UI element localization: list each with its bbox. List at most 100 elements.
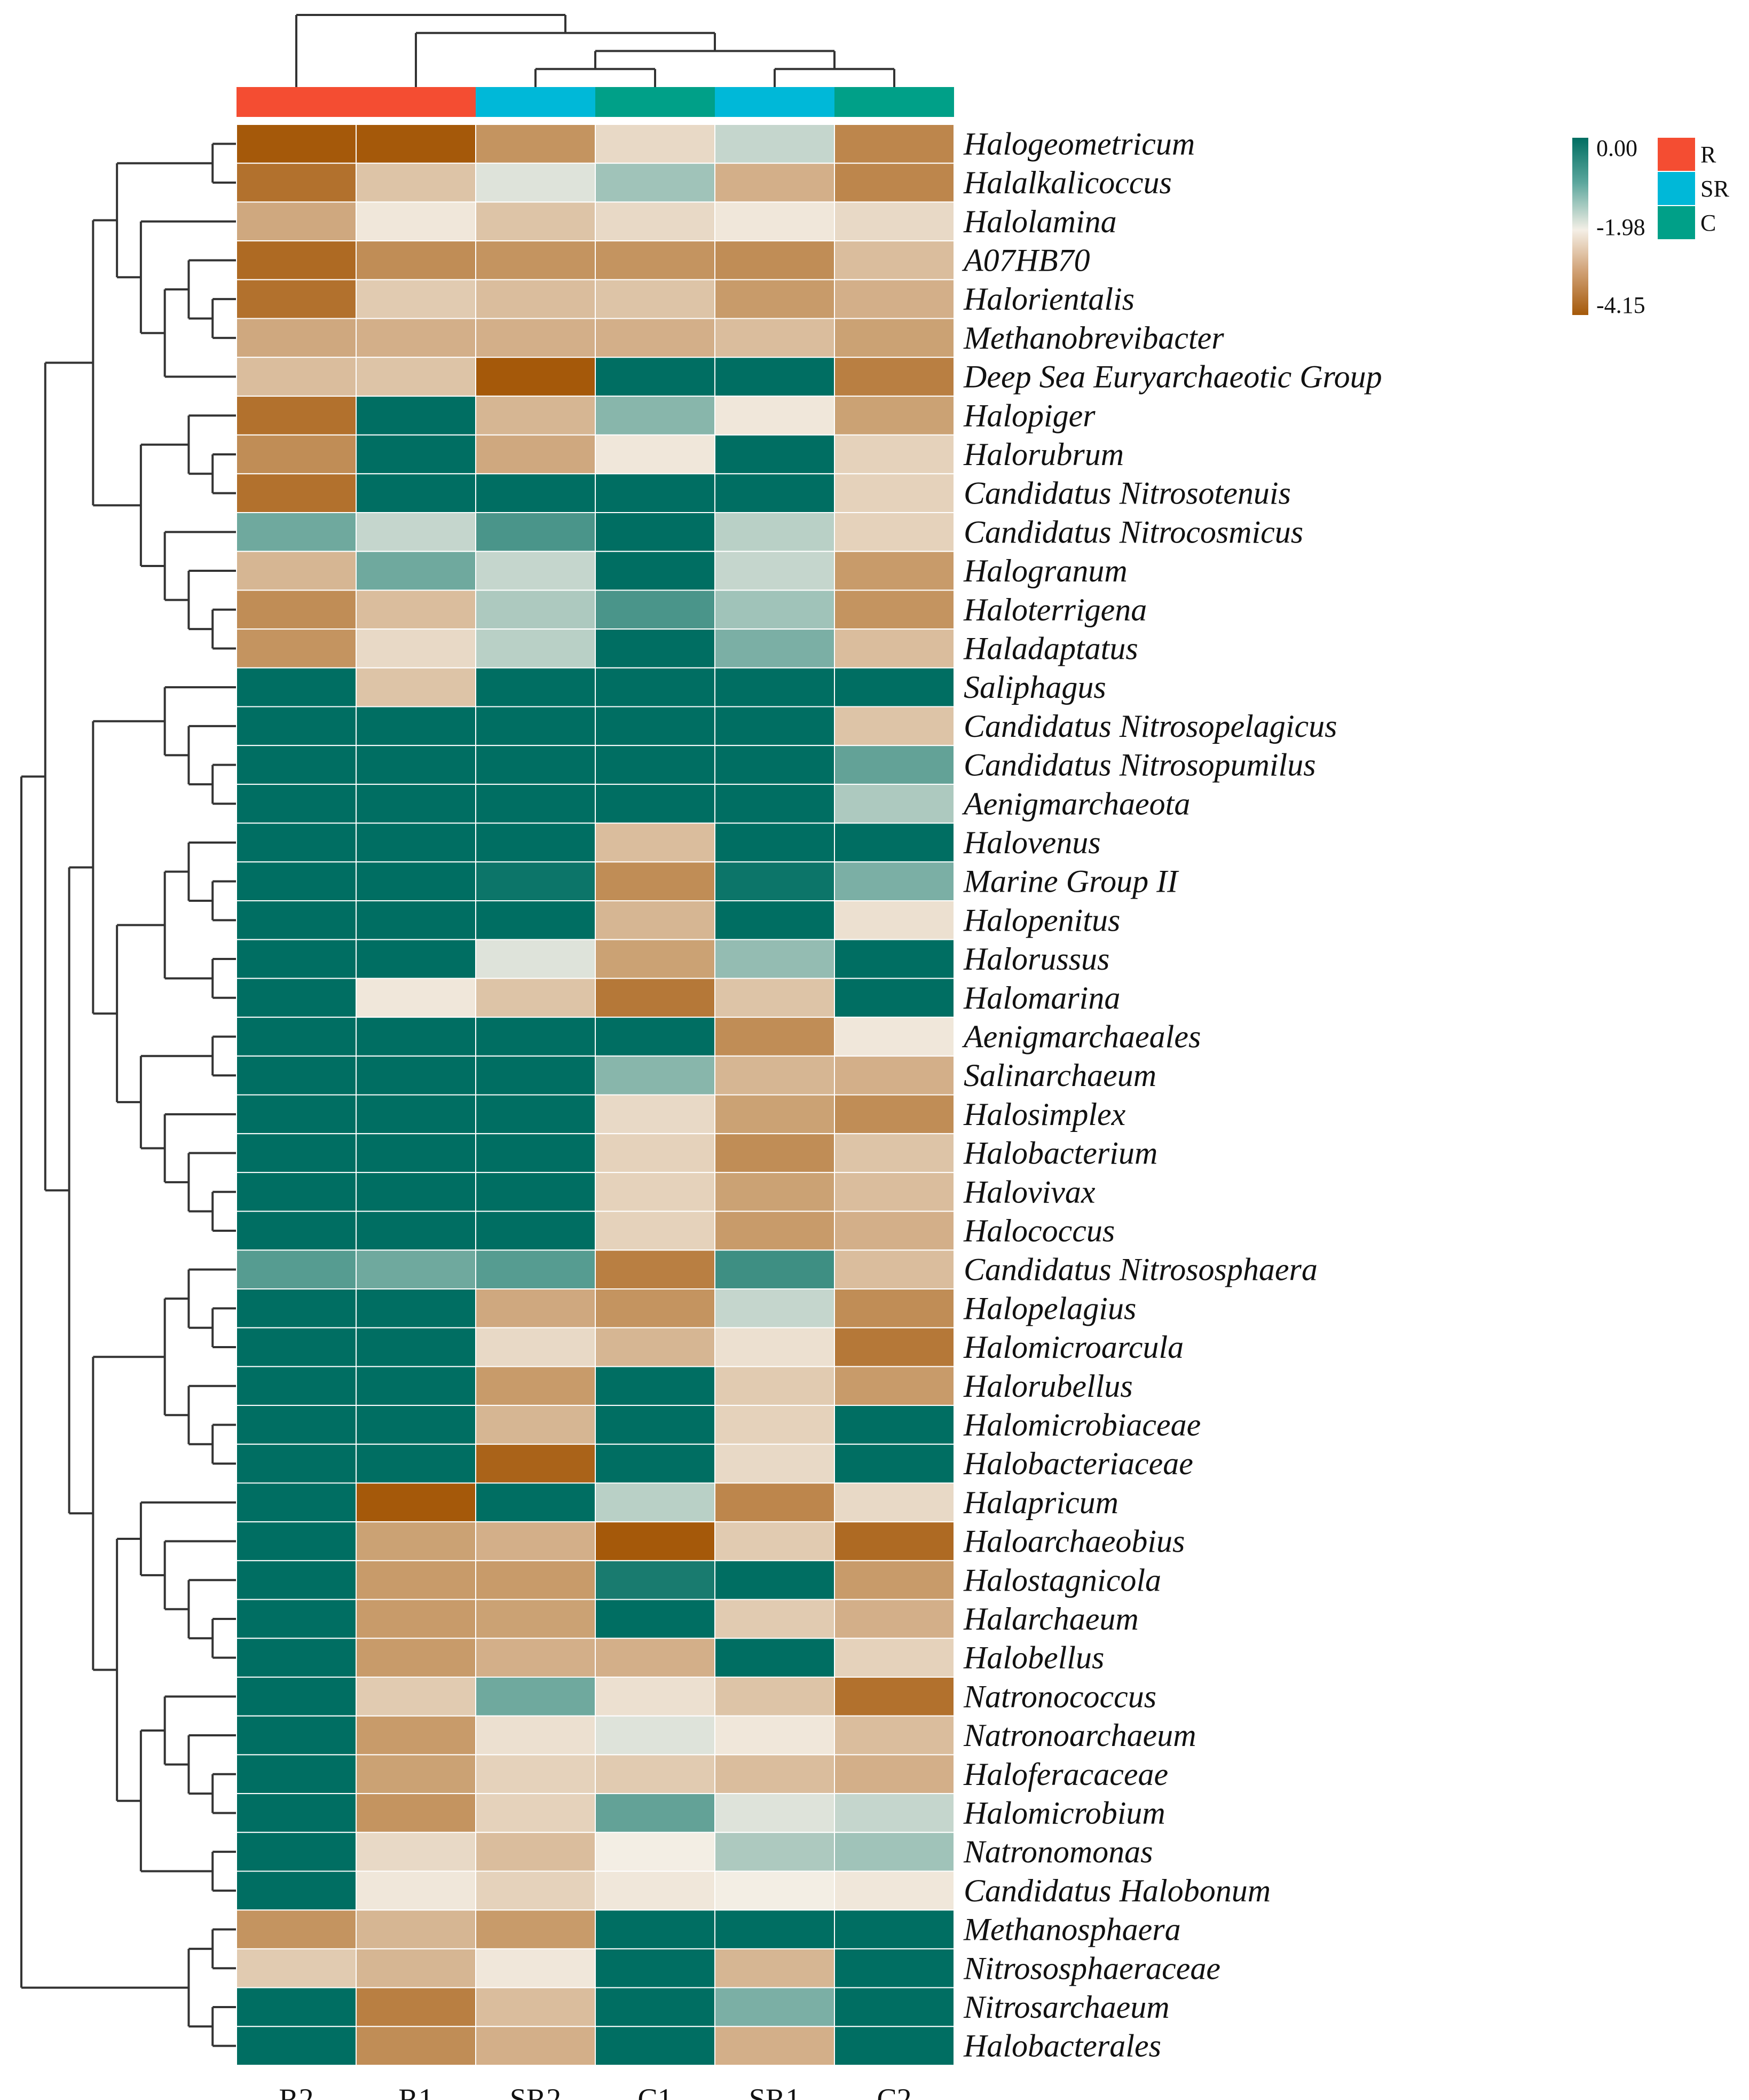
colorbar-min-label: -4.15 <box>1596 292 1645 318</box>
heatmap-cell <box>595 706 715 746</box>
heatmap-cell <box>714 1133 835 1173</box>
heatmap-cell <box>356 1560 476 1600</box>
heatmap-cell <box>714 1638 835 1678</box>
heatmap-cell <box>475 822 596 863</box>
heatmap-cell <box>595 1017 715 1057</box>
heatmap-cell <box>236 550 357 591</box>
row-dendrogram <box>20 143 237 2047</box>
heatmap-cell <box>356 1249 476 1290</box>
heatmap-cell <box>236 589 357 630</box>
heatmap-cell <box>595 783 715 824</box>
heatmap-cell <box>714 1249 835 1290</box>
row-label: Halosimplex <box>963 1097 1126 1132</box>
heatmap-cell <box>475 1055 596 1096</box>
heatmap-cell <box>475 667 596 707</box>
heatmap-cell <box>714 1909 835 1949</box>
heatmap-cell <box>714 1715 835 1756</box>
heatmap-cell <box>595 162 715 203</box>
heatmap-cell <box>475 550 596 591</box>
heatmap-cell <box>475 1909 596 1949</box>
heatmap-cell <box>236 745 357 785</box>
row-label: Halomicrobium <box>963 1795 1165 1830</box>
heatmap-cell <box>595 1288 715 1328</box>
heatmap-cell <box>714 1870 835 1911</box>
heatmap-cell <box>714 628 835 668</box>
heatmap-cell <box>714 395 835 436</box>
heatmap-cell <box>236 1715 357 1756</box>
group-bar-cell <box>476 87 595 117</box>
heatmap-cell <box>236 1831 357 1872</box>
heatmap-cell <box>236 939 357 979</box>
heatmap-cell <box>834 473 955 513</box>
heatmap-cell <box>236 1055 357 1096</box>
heatmap-cell <box>595 939 715 979</box>
heatmap-cell <box>236 395 357 436</box>
heatmap-cell <box>714 550 835 591</box>
heatmap-cell <box>236 1482 357 1523</box>
heatmap-cell <box>475 1948 596 1988</box>
heatmap-cell <box>475 1094 596 1135</box>
group-legend-label: R <box>1700 141 1716 168</box>
heatmap-cell <box>595 1055 715 1096</box>
heatmap-cell <box>356 550 476 591</box>
row-label: Halolamina <box>963 204 1117 239</box>
column-label: R2 <box>279 2083 313 2100</box>
heatmap-cell <box>356 279 476 319</box>
heatmap-cell <box>475 706 596 746</box>
row-label: Halomicroarcula <box>963 1330 1184 1365</box>
heatmap-cell <box>834 279 955 319</box>
heatmap-cell <box>595 1249 715 1290</box>
heatmap-cell <box>236 2026 357 2066</box>
heatmap-cell <box>236 1133 357 1173</box>
heatmap-cell <box>595 900 715 940</box>
heatmap-cell <box>595 1599 715 1639</box>
heatmap-cell <box>834 1094 955 1135</box>
row-label: Halalkalicoccus <box>963 165 1172 200</box>
heatmap-cell <box>834 434 955 475</box>
row-label: Aenigmarchaeota <box>962 786 1190 821</box>
row-label: Halobellus <box>963 1640 1104 1676</box>
row-label: Haloterrigena <box>963 592 1147 627</box>
row-label: Halapricum <box>963 1485 1118 1520</box>
heatmap-cell <box>714 1599 835 1639</box>
heatmap-cell <box>595 473 715 513</box>
heatmap-cell <box>236 434 357 475</box>
heatmap-cell <box>714 1288 835 1328</box>
heatmap-cell <box>595 1482 715 1523</box>
heatmap-cell <box>356 124 476 164</box>
row-labels: Halogeometricum Halalkalicoccus Halolamina… <box>962 126 1382 2063</box>
heatmap-cell <box>834 1133 955 1173</box>
heatmap-cell <box>834 1521 955 1561</box>
heatmap-cell <box>236 978 357 1018</box>
heatmap-cell <box>834 1677 955 1717</box>
heatmap-cell <box>356 978 476 1018</box>
heatmap-cell <box>714 1171 835 1212</box>
row-label: Halorubrum <box>963 437 1124 472</box>
row-label: Halorussus <box>963 941 1109 977</box>
heatmap-cell <box>834 1599 955 1639</box>
heatmap-cell <box>834 201 955 242</box>
heatmap-cell <box>236 1870 357 1911</box>
heatmap-cell <box>714 822 835 863</box>
column-label: R1 <box>398 2083 433 2100</box>
heatmap-cell <box>236 1405 357 1445</box>
heatmap-cell <box>356 162 476 203</box>
heatmap-cell <box>714 162 835 203</box>
heatmap-cell <box>356 1638 476 1678</box>
heatmap-cell <box>236 1560 357 1600</box>
heatmap-cell <box>236 1094 357 1135</box>
heatmap-cell <box>236 1987 357 2027</box>
heatmap-cell <box>714 1017 835 1057</box>
heatmap-cell <box>834 1288 955 1328</box>
heatmap-cell <box>714 1055 835 1096</box>
heatmap-cell <box>834 939 955 979</box>
group-legend-label: C <box>1700 210 1716 236</box>
heatmap-cell <box>595 357 715 397</box>
row-label: Halarchaeum <box>963 1601 1139 1637</box>
row-label: Halomarina <box>963 980 1120 1016</box>
row-label: Candidatus Nitrosopumilus <box>964 748 1316 783</box>
heatmap-cell <box>356 2026 476 2066</box>
heatmap-cell <box>475 395 596 436</box>
heatmap-cell <box>475 1017 596 1057</box>
